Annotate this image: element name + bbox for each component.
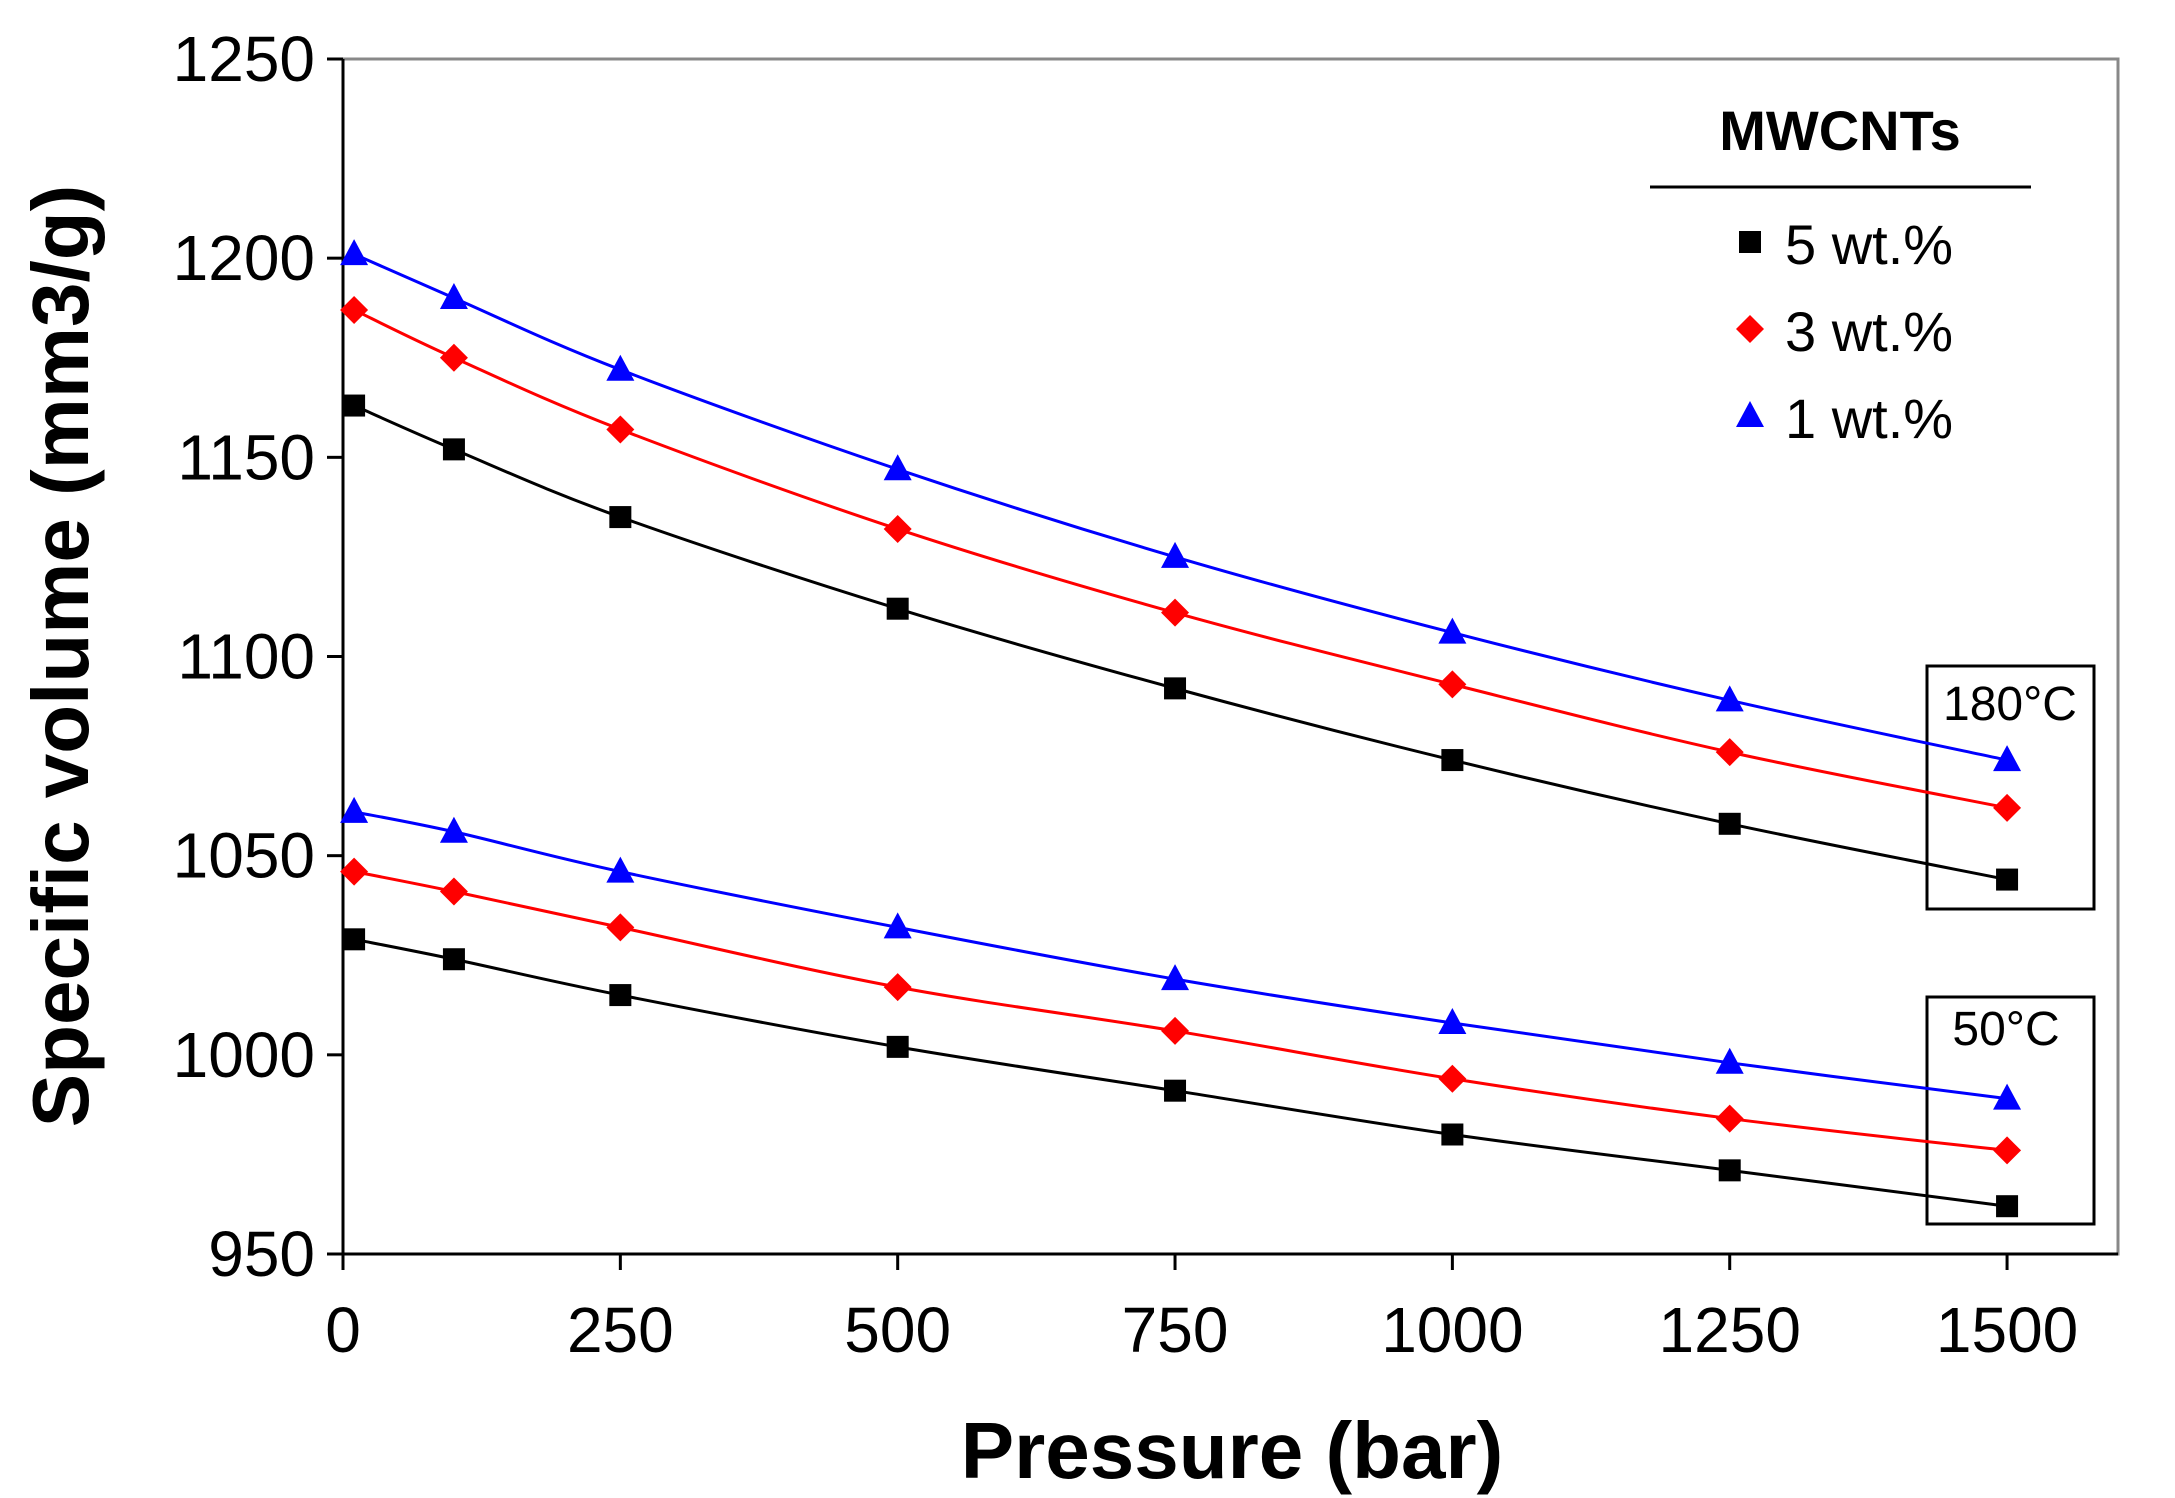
series-triangle-5 [340, 796, 2022, 1110]
data-point [1718, 812, 1741, 835]
data-point [1715, 738, 1744, 767]
data-point [609, 984, 632, 1007]
data-point [340, 295, 369, 324]
data-point [1715, 1047, 1744, 1074]
data-point [1161, 1016, 1190, 1045]
annotation-180c: 180°C [1943, 678, 2077, 731]
y-tick-label: 1000 [173, 1019, 315, 1091]
y-tick-label: 1250 [173, 23, 315, 95]
data-point [1164, 1079, 1187, 1102]
x-tick-label: 1000 [1381, 1294, 1523, 1366]
data-point [1441, 749, 1464, 772]
legend-title: MWCNTs [1719, 99, 1961, 162]
data-point [439, 877, 468, 906]
legend-marker [1736, 401, 1764, 427]
data-point [886, 1035, 909, 1058]
data-point [343, 394, 366, 417]
data-point [1993, 1083, 2022, 1110]
series-line [353, 404, 2008, 882]
data-point [1993, 1136, 2022, 1165]
x-tick-label: 1250 [1659, 1294, 1801, 1366]
legend-label: 3 wt.% [1785, 300, 1953, 363]
series-diamond-4 [340, 857, 2022, 1165]
data-point [1438, 1007, 1467, 1034]
data-point [609, 506, 632, 529]
data-point [340, 857, 369, 886]
data-point [1993, 793, 2022, 822]
series-line [353, 308, 2008, 810]
legend-marker [1736, 315, 1764, 343]
legend-entries: 5 wt.% 3 wt.% 1 wt.% [1736, 213, 1953, 450]
data-point [1996, 868, 2019, 891]
y-tick-label: 950 [208, 1218, 315, 1290]
data-point [343, 928, 366, 951]
data-point [1996, 1195, 2019, 1218]
series-line [353, 252, 2008, 762]
y-tick-label: 1100 [177, 621, 315, 693]
data-point [439, 283, 468, 309]
x-axis-title: Pressure (bar) [961, 1406, 1503, 1495]
x-tick-label: 0 [325, 1294, 361, 1366]
data-point [1715, 1104, 1744, 1133]
data-point [340, 239, 369, 266]
data-point [340, 796, 369, 823]
data-point [1164, 677, 1187, 700]
data-point [606, 913, 635, 942]
data-point [1161, 541, 1190, 568]
legend: MWCNTs 5 wt.% 3 wt.% 1 wt.% [1650, 99, 2031, 450]
data-point [606, 415, 635, 444]
data-point [883, 515, 912, 544]
data-point [1438, 670, 1467, 699]
series-line [353, 810, 2008, 1101]
legend-label: 1 wt.% [1785, 387, 1953, 450]
data-point [883, 973, 912, 1002]
data-point [439, 343, 468, 372]
legend-label: 5 wt.% [1785, 213, 1953, 276]
legend-marker [1739, 231, 1761, 253]
y-tick-label: 1200 [173, 222, 315, 294]
data-point [606, 856, 635, 883]
x-tick-label: 250 [567, 1294, 674, 1366]
series-square-3 [343, 928, 2019, 1218]
data-point [1161, 964, 1190, 991]
series-square-0 [343, 394, 2019, 891]
data-point [883, 912, 912, 939]
data-point [606, 354, 635, 381]
y-axis-title: Specific volume (mm3/g) [16, 185, 105, 1127]
y-ticks: 950 1000 1050 1100 1150 1200 1250 [173, 23, 343, 1290]
data-point [883, 454, 912, 481]
data-point [886, 597, 909, 620]
data-point [1441, 1123, 1464, 1146]
x-tick-label: 500 [844, 1294, 951, 1366]
annotation-box-180c [1925, 664, 2096, 911]
data-point [442, 948, 465, 971]
series-triangle-2 [340, 239, 2022, 772]
data-point [1715, 685, 1744, 712]
data-point [1161, 598, 1190, 627]
data-point [442, 438, 465, 461]
plot-area [341, 57, 2120, 1256]
data-point [1438, 1064, 1467, 1093]
x-ticks: 0 250 500 750 1000 1250 1500 [325, 1254, 2078, 1366]
x-tick-label: 750 [1122, 1294, 1229, 1366]
y-tick-label: 1150 [177, 421, 315, 493]
annotation-50c: 50°C [1952, 1003, 2059, 1056]
data-point [1438, 617, 1467, 644]
y-tick-label: 1050 [173, 820, 315, 892]
x-tick-label: 1500 [1936, 1294, 2078, 1366]
data-point [439, 816, 468, 843]
series-layer [340, 239, 2022, 1218]
data-point [1993, 745, 2022, 772]
data-point [1718, 1159, 1741, 1182]
annotation-box-50c [1925, 995, 2096, 1226]
series-diamond-1 [340, 295, 2022, 822]
